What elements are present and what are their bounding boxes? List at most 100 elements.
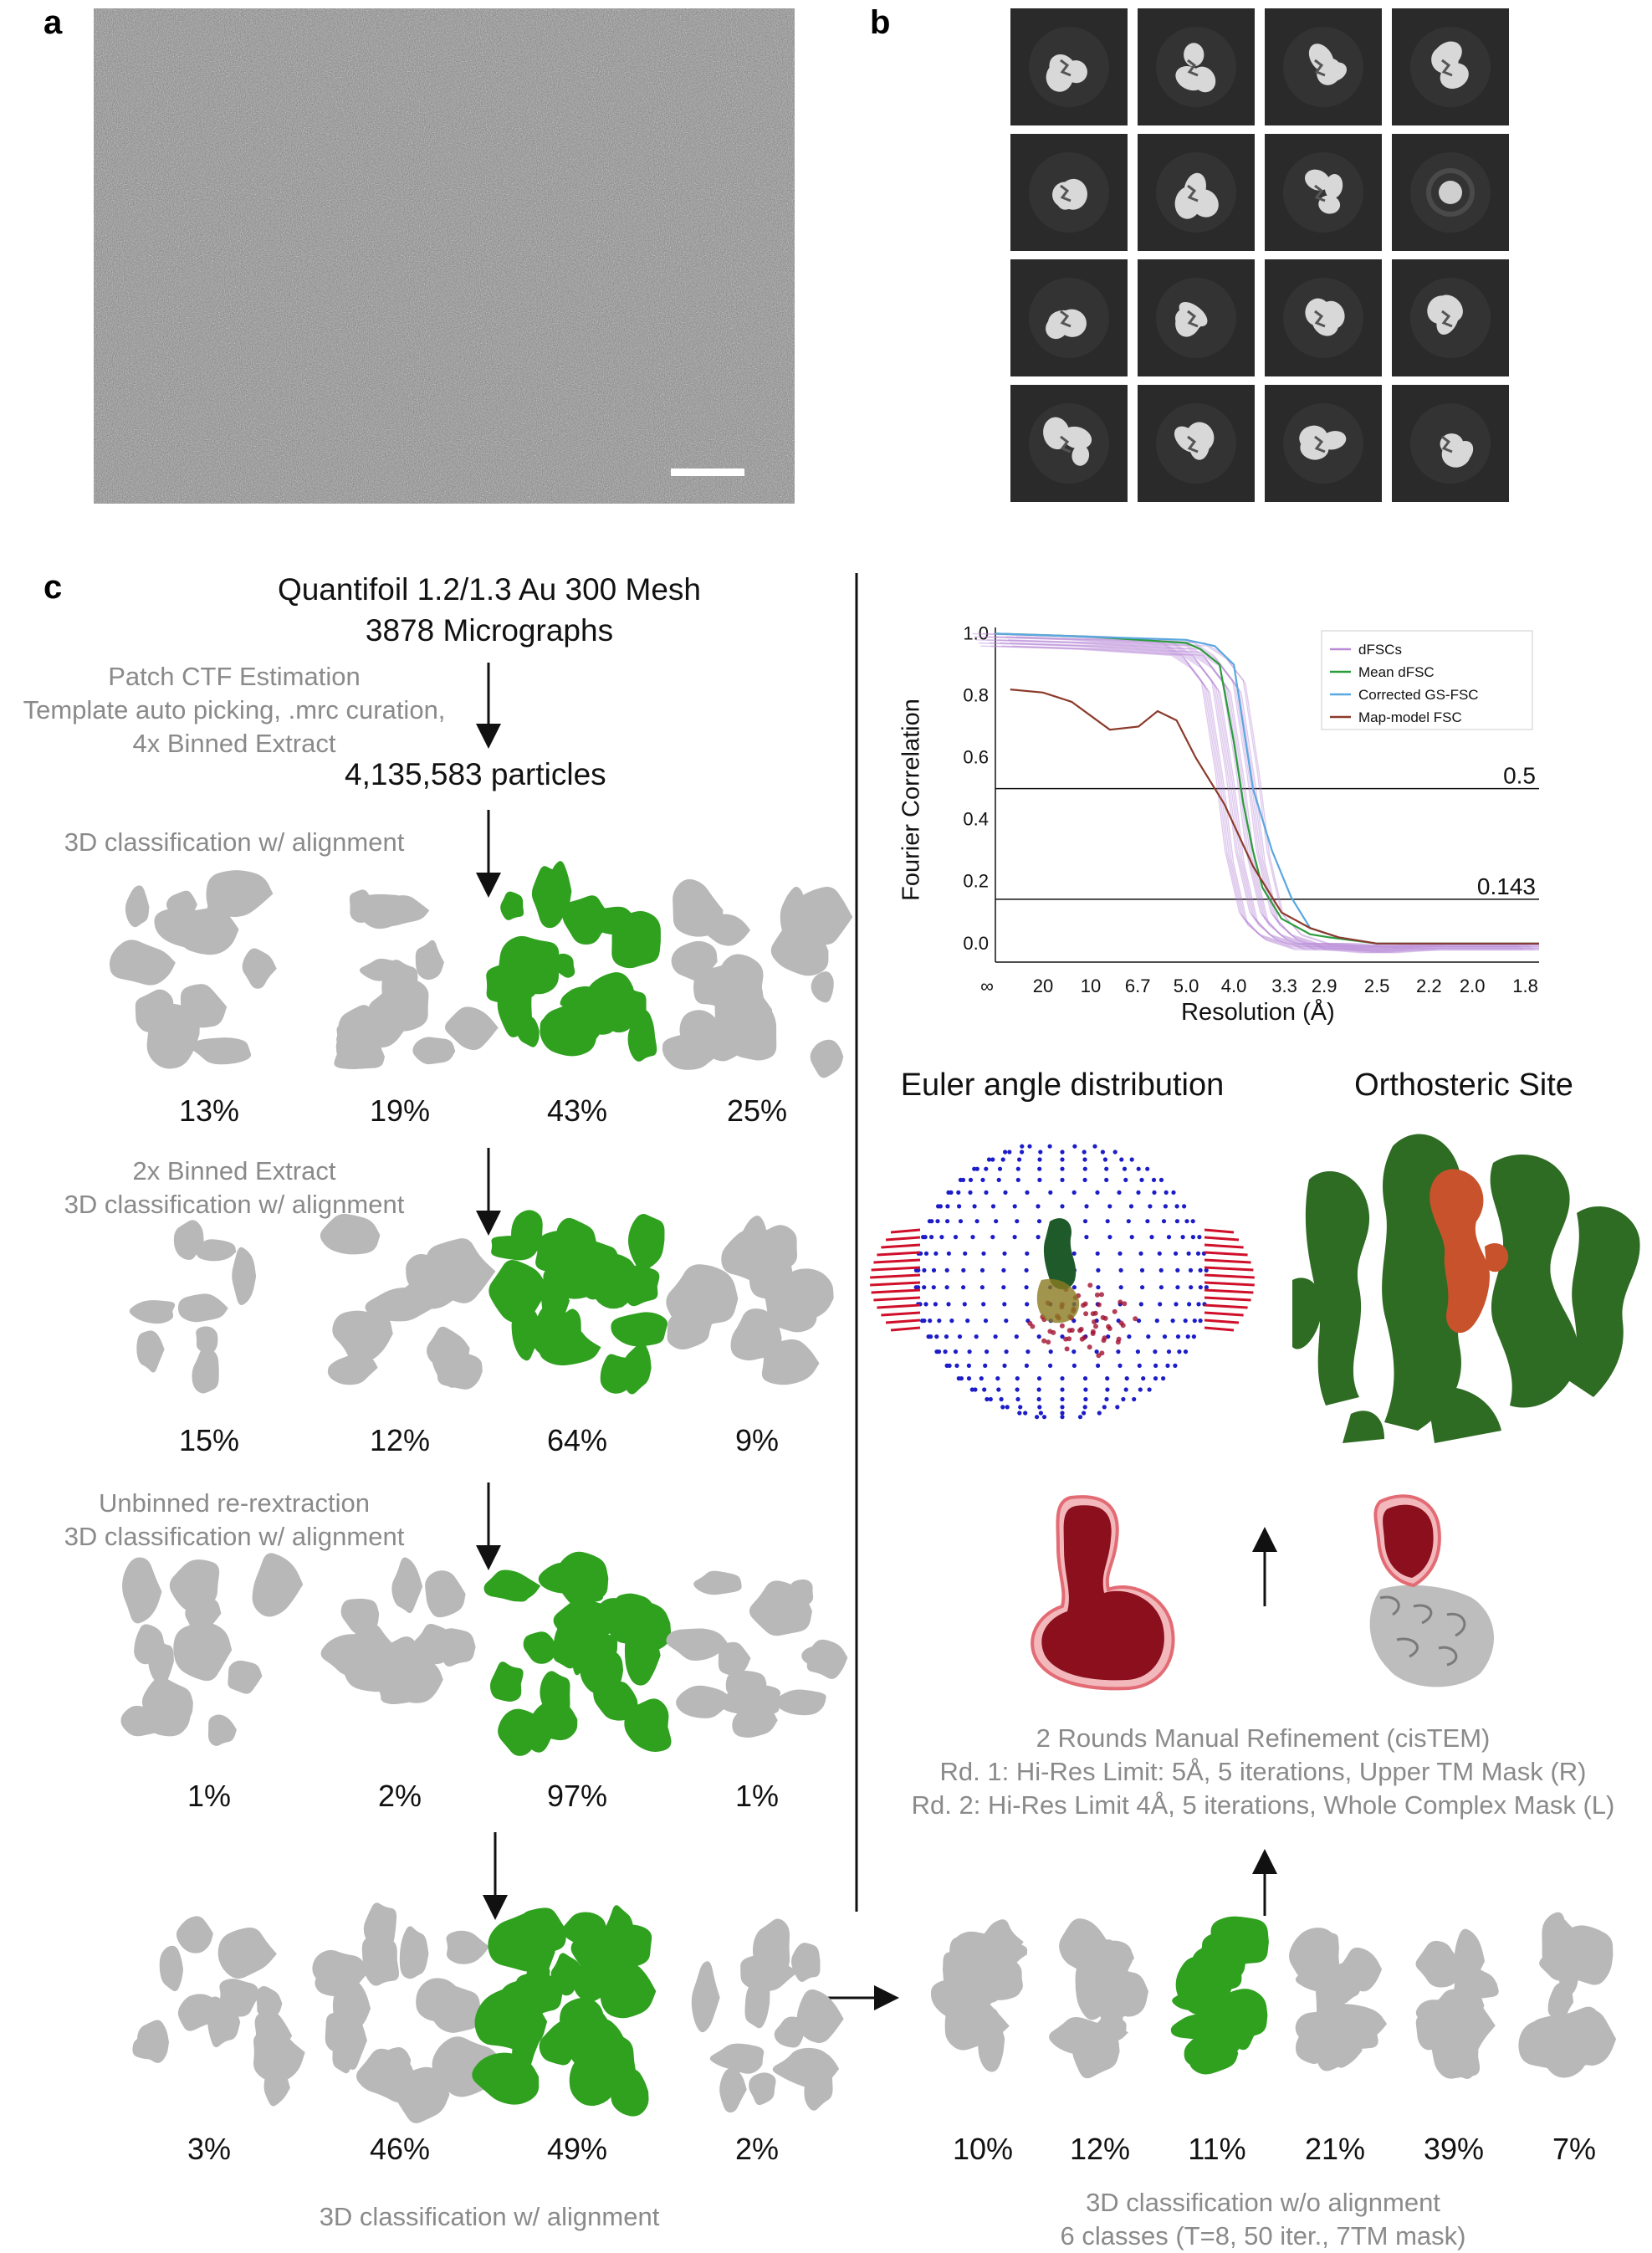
row2-pct-3: 64% xyxy=(546,1423,608,1457)
step4-line2: 3D classification w/ alignment xyxy=(64,1522,405,1551)
density-map-row1-2 xyxy=(334,889,499,1070)
fsc-dfsc-curve xyxy=(1010,642,1539,952)
fsc-legend-entry: Mean dFSC xyxy=(1358,664,1435,680)
step6-line2: 6 classes (T=8, 50 iter., 7TM mask) xyxy=(1060,2221,1466,2250)
fsc-y-tick-label: 1.0 xyxy=(963,622,989,643)
class-average-tile xyxy=(1392,259,1509,376)
density-map-row5-5 xyxy=(1415,1928,1499,2079)
row4-pct-3: 49% xyxy=(546,2132,608,2166)
fsc-x-tick-label: 3.3 xyxy=(1271,975,1297,996)
row1-pct-1: 13% xyxy=(178,1093,240,1128)
refined-map-whole-mask xyxy=(1031,1495,1175,1691)
fsc-dfsc-curve xyxy=(995,636,1539,950)
refine-line3: Rd. 2: Hi-Res Limit 4Å, 5 iterations, Wh… xyxy=(911,1790,1615,1820)
fsc-xlabel: Resolution (Å) xyxy=(1181,999,1335,1026)
fsc-dfsc-curve xyxy=(985,636,1529,950)
fsc-x-tick-label: 2.9 xyxy=(1312,975,1337,996)
ortho-title: Orthosteric Site xyxy=(1354,1068,1573,1103)
euler-title: Euler angle distribution xyxy=(900,1068,1225,1103)
fsc-dfsc-curve xyxy=(976,639,1521,950)
row5-pct-4: 21% xyxy=(1304,2132,1366,2166)
fsc-x-tick-label: 2.2 xyxy=(1416,975,1442,996)
fsc-x-tick-label: 2.5 xyxy=(1364,975,1390,996)
euler-sphere xyxy=(870,1144,1255,1420)
row2-pct-1: 15% xyxy=(178,1423,240,1457)
class-average-tile xyxy=(1138,134,1255,251)
fsc-x-tick-label: 2.0 xyxy=(1460,975,1486,996)
refined-map-upper-mask xyxy=(1369,1494,1495,1687)
step3-line2: 3D classification w/ alignment xyxy=(64,1190,405,1219)
fsc-legend-entry: Map-model FSC xyxy=(1358,709,1462,725)
fsc-y-tick-label: 0.0 xyxy=(963,933,989,954)
micrograph-image xyxy=(94,8,795,504)
fsc-dfsc-curve xyxy=(1001,645,1539,954)
step2-label: 3D classification w/ alignment xyxy=(64,827,405,857)
row2-pct-2: 12% xyxy=(369,1423,431,1457)
class-average-tile xyxy=(1392,385,1509,502)
row3-pct-3: 97% xyxy=(546,1779,608,1813)
density-map-row2-1 xyxy=(129,1220,257,1394)
particle-count-label: 4,135,583 particles xyxy=(345,757,606,791)
fsc-x-tick-label: 10 xyxy=(1081,975,1101,996)
density-map-row5-6 xyxy=(1518,1912,1617,2078)
fsc-dfsc-curve xyxy=(1016,636,1539,950)
class-average-tile xyxy=(1010,8,1128,125)
fsc-legend: dFSCs Mean dFSC Corrected GS-FSC Map-model … xyxy=(1321,630,1533,730)
density-map-row4-4 xyxy=(691,1918,844,2113)
fsc-dfsc-curve xyxy=(997,639,1539,950)
panel-letter-a: a xyxy=(43,4,63,41)
fsc-dfsc-curve xyxy=(978,642,1522,952)
density-map-row4-3 xyxy=(472,1905,657,2117)
fsc-dfsc-curve xyxy=(999,642,1539,952)
row1-pct-4: 25% xyxy=(726,1093,788,1128)
class-average-tile xyxy=(1010,385,1128,502)
class-average-tile xyxy=(1138,259,1255,376)
fsc-dfsc-curve xyxy=(980,645,1525,954)
row1-pct-2: 19% xyxy=(369,1093,431,1128)
row4-pct-2: 46% xyxy=(369,2132,431,2166)
step5-label: 3D classification w/ alignment xyxy=(319,2202,660,2231)
fsc-dfsc-curve xyxy=(982,632,1527,948)
density-map-row5-1 xyxy=(930,1919,1028,2072)
panel-letter-b: b xyxy=(870,4,891,41)
density-map-row3-1 xyxy=(120,1553,304,1747)
density-map-row3-2 xyxy=(320,1557,476,1705)
row5-pct-5: 39% xyxy=(1423,2132,1485,2166)
refine-line1: 2 Rounds Manual Refinement (cisTEM) xyxy=(1036,1723,1491,1753)
micrograph-count-label: 3878 Micrographs xyxy=(365,613,614,648)
fsc-dfsc-curve xyxy=(972,632,1516,948)
row4-pct-4: 2% xyxy=(734,2132,780,2166)
fsc-y-tick-label: 0.2 xyxy=(963,871,989,892)
fsc-y-tick-label: 0.8 xyxy=(963,684,989,705)
fsc-legend-entry: dFSCs xyxy=(1358,642,1402,658)
row1-pct-3: 43% xyxy=(546,1093,608,1128)
density-map-row3-3 xyxy=(483,1551,672,1756)
fsc-x-tick-label: 20 xyxy=(1033,975,1053,996)
step4-line1: Unbinned re-rextraction xyxy=(99,1488,370,1518)
density-map-row1-3 xyxy=(486,861,661,1062)
row3-pct-1: 1% xyxy=(187,1779,232,1813)
step1-line3: 4x Binned Extract xyxy=(132,729,336,758)
row5-pct-2: 12% xyxy=(1069,2132,1131,2166)
scale-bar xyxy=(671,469,744,476)
density-map-row4-2 xyxy=(312,1902,505,2123)
fsc-x-tick-label: 1.8 xyxy=(1512,975,1538,996)
step6-line1: 3D classification w/o alignment xyxy=(1086,2188,1440,2217)
class-average-tile xyxy=(1265,8,1382,125)
step1-line1: Patch CTF Estimation xyxy=(108,662,361,691)
density-map-row1-1 xyxy=(109,870,277,1069)
class-average-tile xyxy=(1265,134,1382,251)
density-map-row2-3 xyxy=(488,1210,667,1395)
divider-line xyxy=(855,573,858,1912)
fsc-x-tick-label: ∞ xyxy=(980,975,994,996)
row5-pct-3: 11% xyxy=(1188,2132,1246,2166)
class-average-tile xyxy=(1265,385,1382,502)
fsc-chart: 1.0 0.8 0.6 0.4 0.2 0.0 ∞ 20 10 6.7 5.0 4.0 3.3 2.9 2.… xyxy=(963,622,1539,996)
step1-line2: Template auto picking, .mrc curation, xyxy=(23,695,446,725)
class-average-tile xyxy=(1265,259,1382,376)
class-average-tile xyxy=(1138,385,1255,502)
fsc-dfsc-curve xyxy=(993,632,1537,948)
fsc-dfsc-curve xyxy=(990,645,1535,954)
orthosteric-site-map xyxy=(1292,1134,1640,1443)
